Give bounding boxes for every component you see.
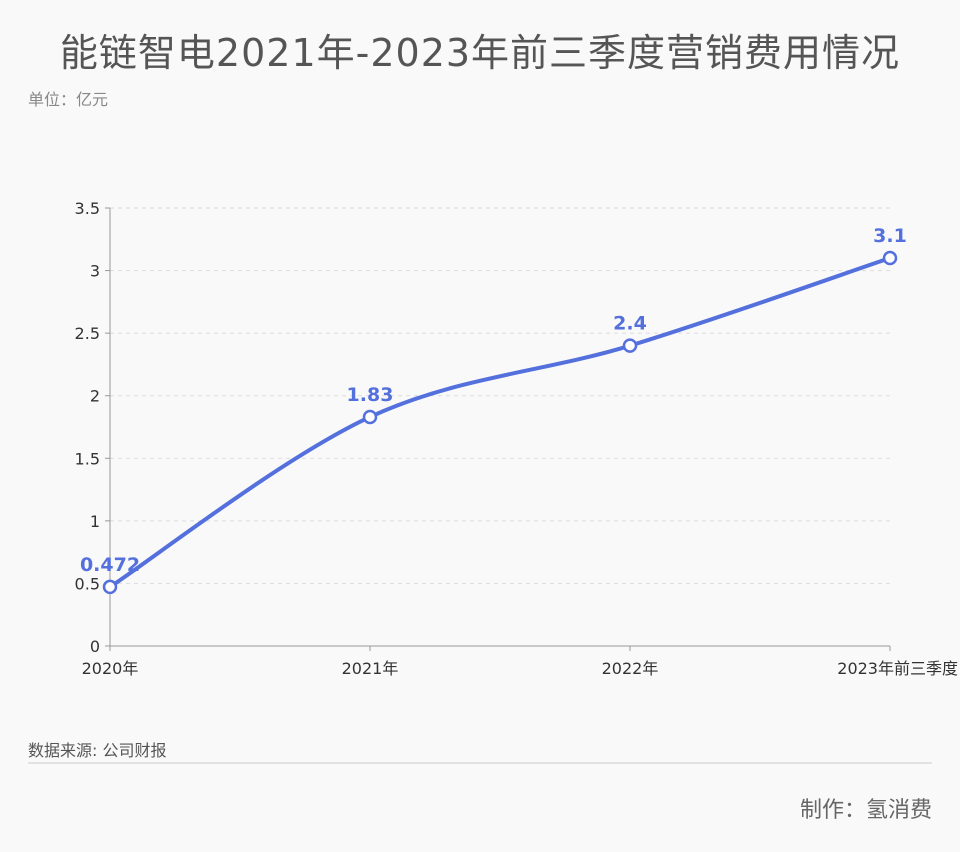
data-label: 1.83 <box>347 384 394 406</box>
data-point <box>362 409 378 425</box>
y-tick-label: 1.5 <box>75 449 100 468</box>
y-tick-label: 2 <box>90 387 100 406</box>
data-label: 3.1 <box>873 225 907 247</box>
unit-label: 单位：亿元 <box>28 90 109 109</box>
y-tick-label: 3.5 <box>75 199 100 218</box>
divider <box>28 762 932 764</box>
credit: 制作：氢消费 <box>799 798 932 823</box>
chart-title: 能链智电2021年-2023年前三季度营销费用情况 <box>59 31 901 75</box>
x-tick-label: 2022年 <box>602 659 659 678</box>
y-tick-label: 0 <box>90 637 100 656</box>
data-label: 0.472 <box>80 554 140 576</box>
data-point <box>882 250 898 266</box>
data-source: 数据来源: 公司财报 <box>28 741 167 760</box>
data-point <box>102 579 118 595</box>
y-tick-label: 3 <box>90 262 100 281</box>
y-tick-label: 1 <box>90 512 100 531</box>
data-label: 2.4 <box>613 313 647 335</box>
line-chart: 0 0.5 1 1.5 2 2.5 3 3.5 2020年 2021年 2022年 2023年前三季度… <box>75 199 958 678</box>
y-tick-label: 2.5 <box>75 324 100 343</box>
y-tick-label: 0.5 <box>75 574 100 593</box>
series-line <box>108 256 892 589</box>
x-tick-label: 2023年前三季度 <box>837 659 958 678</box>
x-tick-label: 2021年 <box>342 659 399 678</box>
x-tick-label: 2020年 <box>82 659 139 678</box>
data-point <box>622 338 638 353</box>
